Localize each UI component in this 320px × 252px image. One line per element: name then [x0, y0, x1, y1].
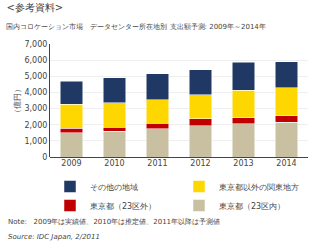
svg-text:その他の地域: その他の地域: [90, 183, 138, 192]
svg-text:0: 0: [42, 153, 47, 162]
svg-text:7,000: 7,000: [24, 40, 47, 49]
svg-text:2012: 2012: [190, 159, 210, 168]
svg-text:Note: 2009年は実績値、2010年は推定値、20: Note: 2009年は実績値、2010年は推定値、2011年以降は予測値: [8, 218, 220, 226]
svg-text:2009: 2009: [61, 159, 81, 168]
svg-text:東京都以外の関東地方: 東京都以外の関東地方: [219, 183, 299, 192]
svg-text:1,000: 1,000: [24, 137, 47, 146]
svg-text:2011: 2011: [147, 159, 167, 168]
svg-text:4,000: 4,000: [24, 88, 47, 97]
svg-text:5,000: 5,000: [24, 72, 47, 81]
svg-text:2010: 2010: [104, 159, 124, 168]
svg-text:2,000: 2,000: [24, 121, 47, 130]
svg-text:6,000: 6,000: [24, 56, 47, 65]
svg-text:2014: 2014: [276, 159, 296, 168]
svg-text:Source: IDC Japan, 2/2011: Source: IDC Japan, 2/2011: [8, 233, 100, 241]
svg-text:東京都（23区外）: 東京都（23区外）: [90, 202, 156, 211]
svg-text:国内コロケーション市場 データセンター所在地別 支出額予測:: 国内コロケーション市場 データセンター所在地別 支出額予測: 2009年～201…: [6, 23, 265, 31]
svg-text:3,000: 3,000: [24, 104, 47, 113]
svg-text:<参考資料>: <参考資料>: [6, 2, 63, 13]
svg-text:（億円）: （億円）: [13, 85, 22, 117]
svg-text:東京都（23区内）: 東京都（23区内）: [219, 202, 285, 211]
svg-text:2013: 2013: [233, 159, 253, 168]
